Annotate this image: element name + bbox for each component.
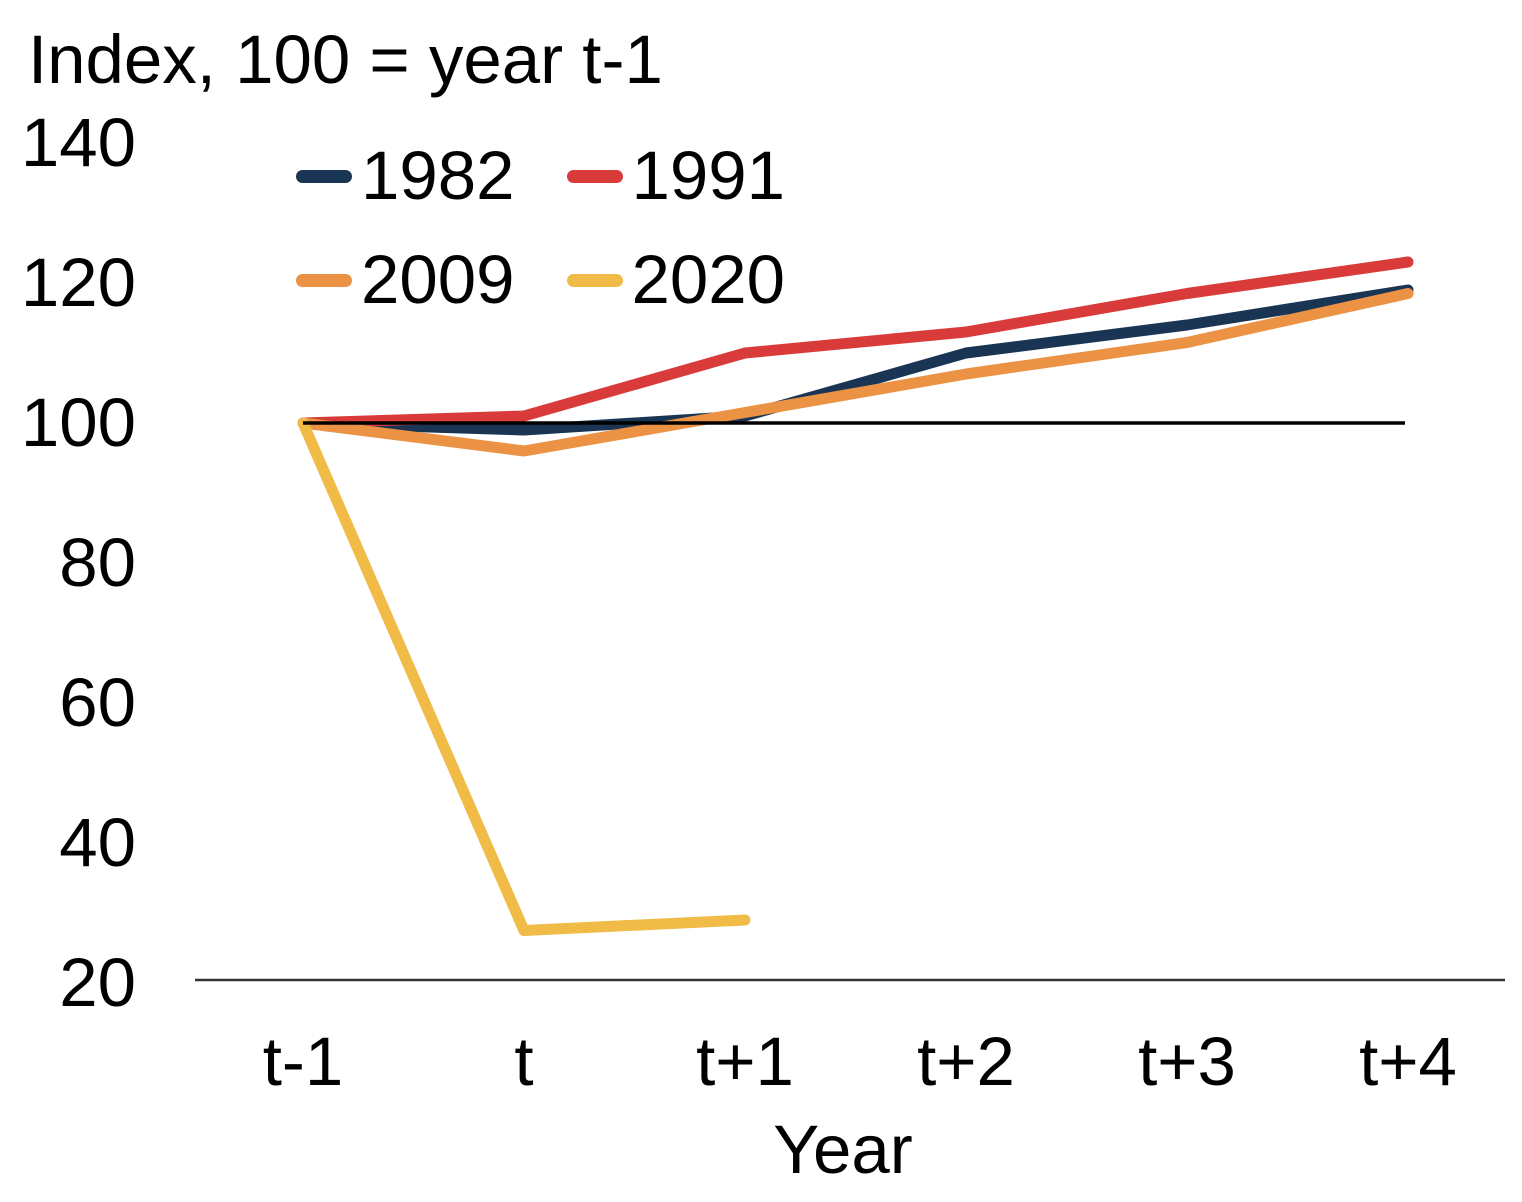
x-tick-label: t: [514, 1023, 534, 1100]
chart-title: Index, 100 = year t-1: [28, 21, 663, 98]
legend-item-1982: 1982: [296, 136, 515, 216]
legend-item-2009: 2009: [296, 240, 515, 320]
legend-dash-icon: [296, 273, 352, 287]
series-line-2009: [297, 288, 1414, 457]
legend-dash-icon: [566, 273, 623, 287]
series-line-1991: [297, 256, 1414, 429]
x-tick-label: t+2: [917, 1023, 1015, 1100]
y-tick-label: 60: [59, 664, 136, 741]
legend-label: 1982: [361, 137, 515, 214]
legend-label: 2020: [631, 241, 786, 318]
legend-dash-icon: [566, 169, 623, 183]
x-tick-label: t+1: [696, 1023, 794, 1100]
legend-label: 2009: [361, 241, 515, 318]
y-tick-label: 100: [20, 384, 136, 461]
legend-label: 1991: [631, 137, 786, 214]
legend-dash-icon: [296, 169, 352, 183]
y-tick-label: 80: [59, 524, 136, 601]
x-axis-title: Year: [773, 1111, 913, 1188]
x-tick-label: t-1: [262, 1023, 344, 1100]
legend-item-1991: 1991: [566, 136, 786, 216]
x-tick-label: t+3: [1138, 1023, 1236, 1100]
y-tick-label: 20: [59, 944, 136, 1021]
y-tick-label: 120: [20, 244, 136, 321]
series-line-2020: [297, 417, 751, 936]
x-tick-label: t+4: [1359, 1023, 1457, 1100]
legend-item-2020: 2020: [566, 240, 786, 320]
y-tick-label: 40: [59, 804, 136, 881]
legend: 1982 1991 2009 2020: [296, 136, 785, 320]
series-line-1982: [297, 284, 1414, 436]
y-tick-label: 140: [20, 104, 136, 181]
